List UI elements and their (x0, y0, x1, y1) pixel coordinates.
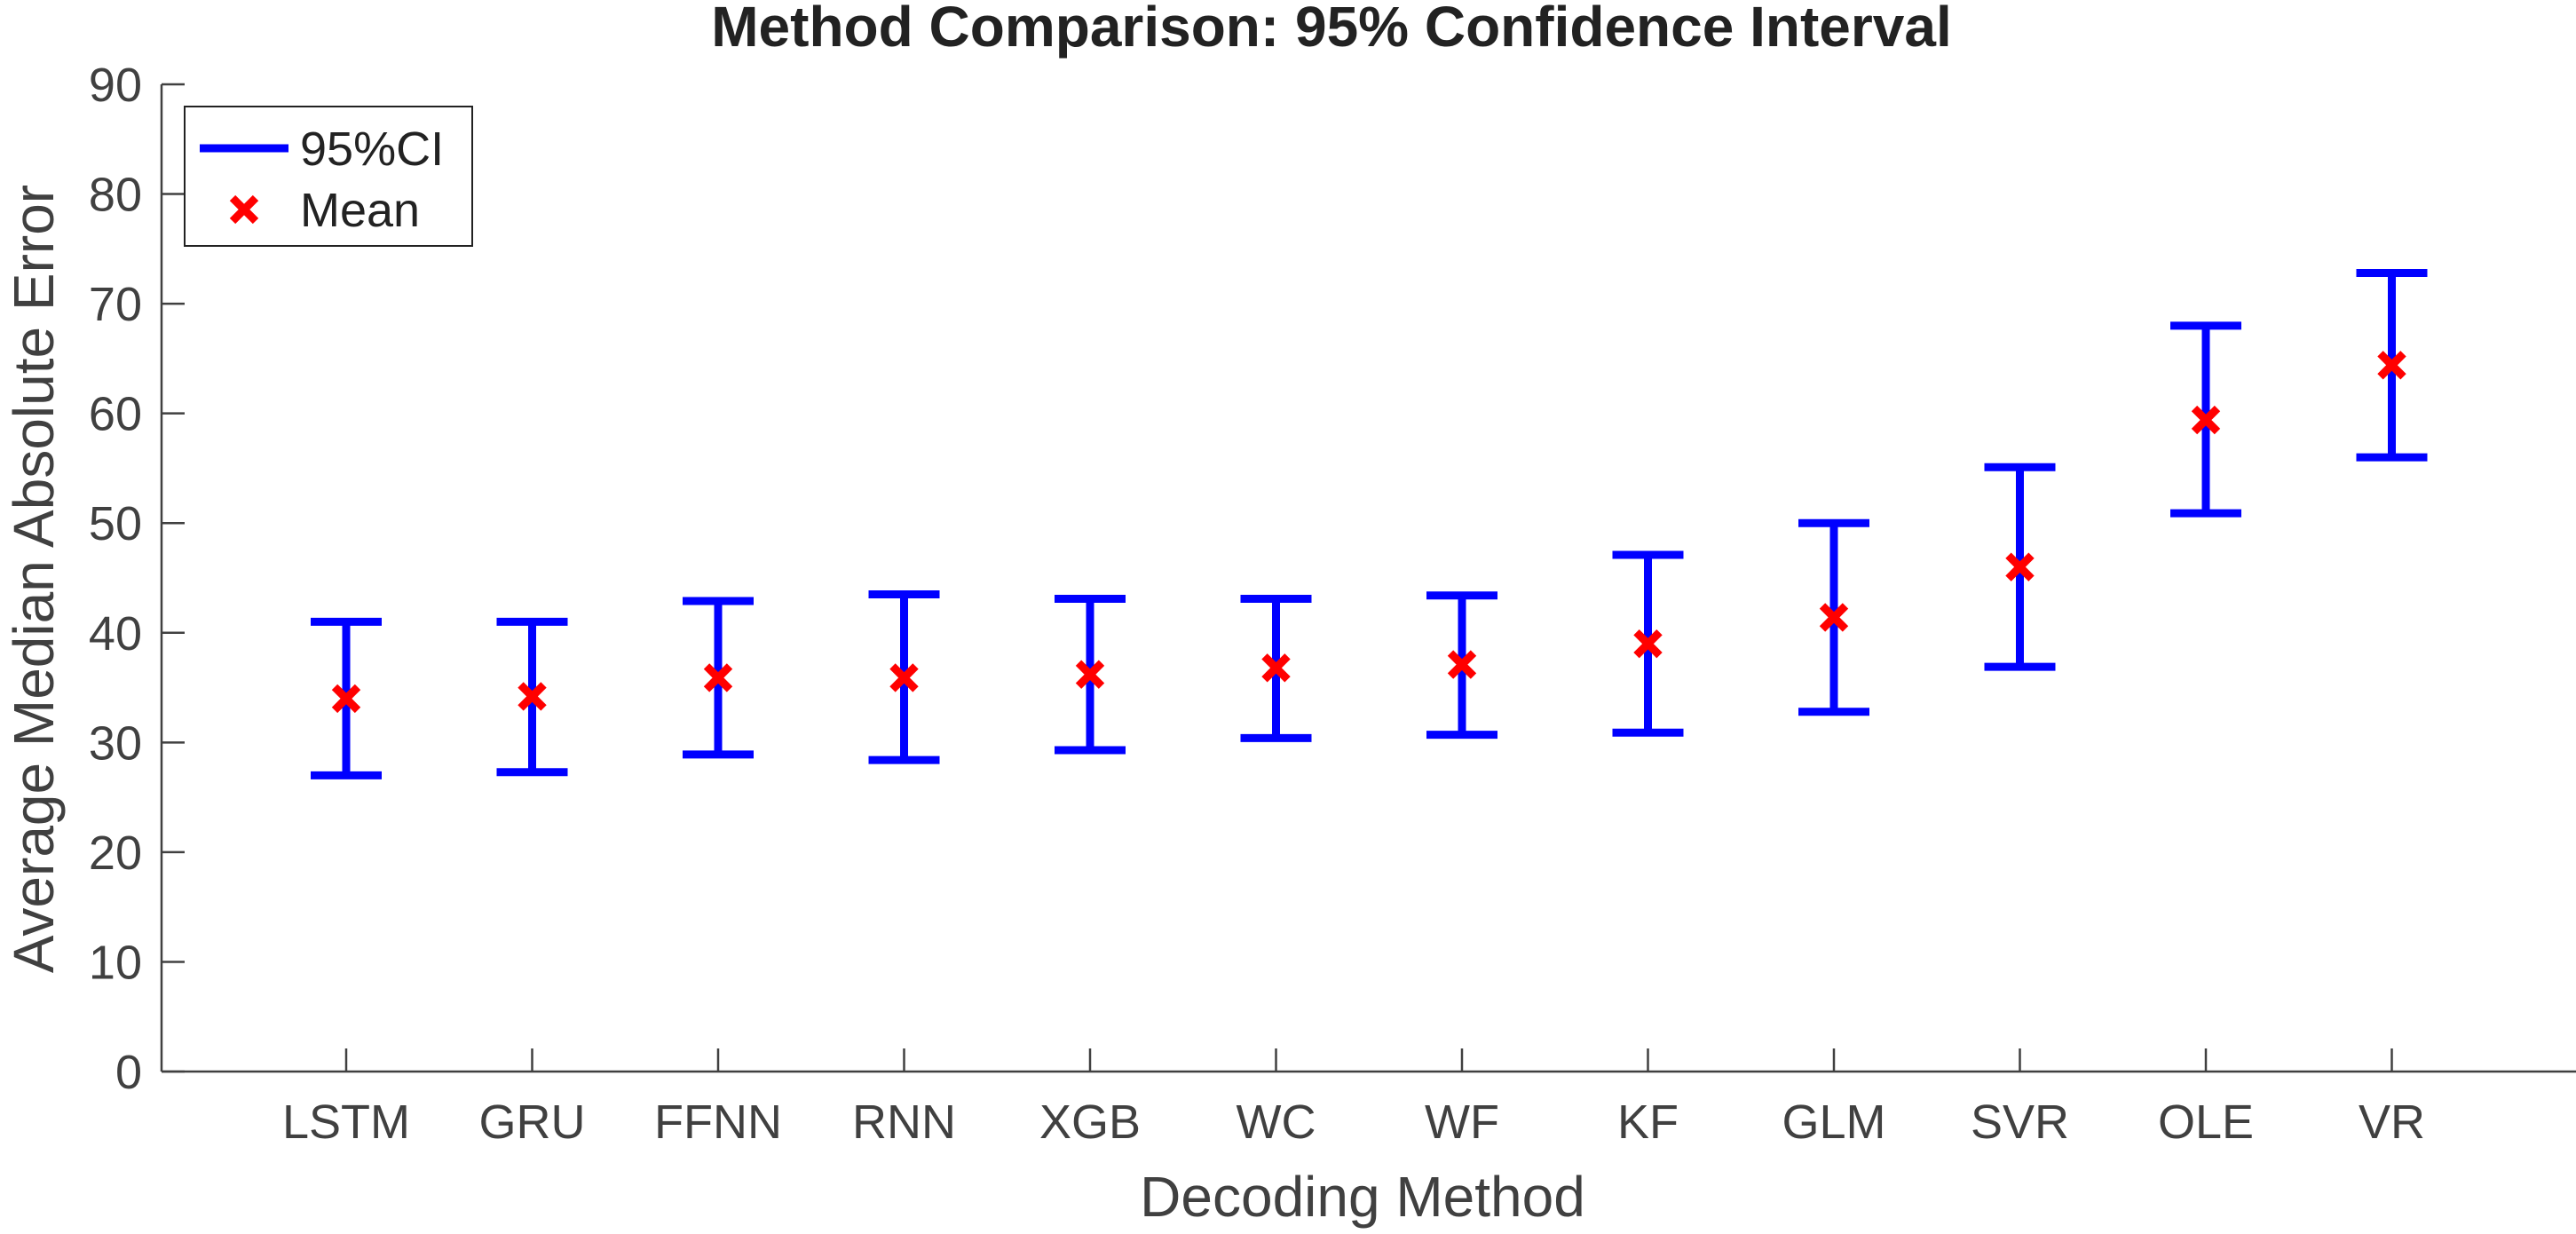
mean-marker-stroke (1819, 603, 1849, 632)
mean-marker-stroke (1447, 650, 1477, 679)
mean-marker (331, 684, 361, 714)
mean-marker-stroke (331, 684, 361, 714)
x-tick-label: SVR (1971, 1096, 2069, 1149)
x-tick-label: WF (1425, 1096, 1499, 1149)
x-tick-label: GRU (479, 1096, 586, 1149)
mean-marker (703, 663, 733, 692)
mean-marker-stroke (889, 663, 919, 692)
x-tick-label: GLM (1782, 1096, 1885, 1149)
mean-marker-stroke (2191, 405, 2221, 435)
mean-marker (1075, 660, 1105, 689)
y-tick-label: 20 (89, 827, 142, 880)
mean-marker (2191, 405, 2221, 435)
mean-marker-stroke (518, 682, 547, 711)
x-tick-label: KF (1617, 1096, 1679, 1149)
y-tick-label: 60 (89, 388, 142, 441)
x-tick-label: OLE (2158, 1096, 2254, 1149)
legend-mean-stroke (229, 194, 259, 225)
y-tick-label: 50 (89, 497, 142, 550)
x-tick-label: RNN (852, 1096, 956, 1149)
mean-marker (518, 682, 547, 711)
mean-marker (889, 663, 919, 692)
x-tick-label: FFNN (654, 1096, 782, 1149)
mean-marker-stroke (2377, 351, 2406, 380)
y-axis-label: Average Median Absolute Error (2, 185, 66, 973)
y-tick-label: 70 (89, 278, 142, 331)
legend-ci-label: 95%CI (300, 123, 444, 176)
x-tick-label: XGB (1039, 1096, 1141, 1149)
data-marks (311, 269, 2428, 779)
mean-marker-stroke (2005, 552, 2035, 581)
mean-marker (1447, 650, 1477, 679)
mean-marker (1261, 653, 1291, 683)
legend-mean-label: Mean (300, 184, 420, 237)
y-tick-label: 90 (89, 59, 142, 112)
legend-box (184, 106, 473, 247)
mean-marker-stroke (1633, 629, 1663, 659)
y-tick-label: 40 (89, 607, 142, 661)
chart-title: Method Comparison: 95% Confidence Interv… (711, 0, 1952, 59)
mean-marker-stroke (1261, 653, 1291, 683)
y-tick-label: 30 (89, 716, 142, 770)
mean-marker (2005, 552, 2035, 581)
mean-marker (1633, 629, 1663, 659)
legend-mean-marker (229, 194, 259, 225)
mean-marker-stroke (1075, 660, 1105, 689)
mean-marker-stroke (703, 663, 733, 692)
y-tick-label: 10 (89, 936, 142, 989)
axes: 0 10 20 30 40 50 60 70 80 90 LSTM GRU FFNN RNN XGB WC WF… (89, 59, 2576, 1149)
x-axis-label: Decoding Method (1140, 1165, 1585, 1229)
mean-marker (1819, 603, 1849, 632)
y-tick-label: 80 (89, 169, 142, 222)
y-tick-label: 0 (115, 1046, 142, 1099)
x-tick-label: LSTM (282, 1096, 410, 1149)
x-tick-label: WC (1237, 1096, 1316, 1149)
x-tick-label: VR (2359, 1096, 2425, 1149)
mean-marker (2377, 351, 2406, 380)
legend: 95%CI Mean (184, 106, 473, 247)
